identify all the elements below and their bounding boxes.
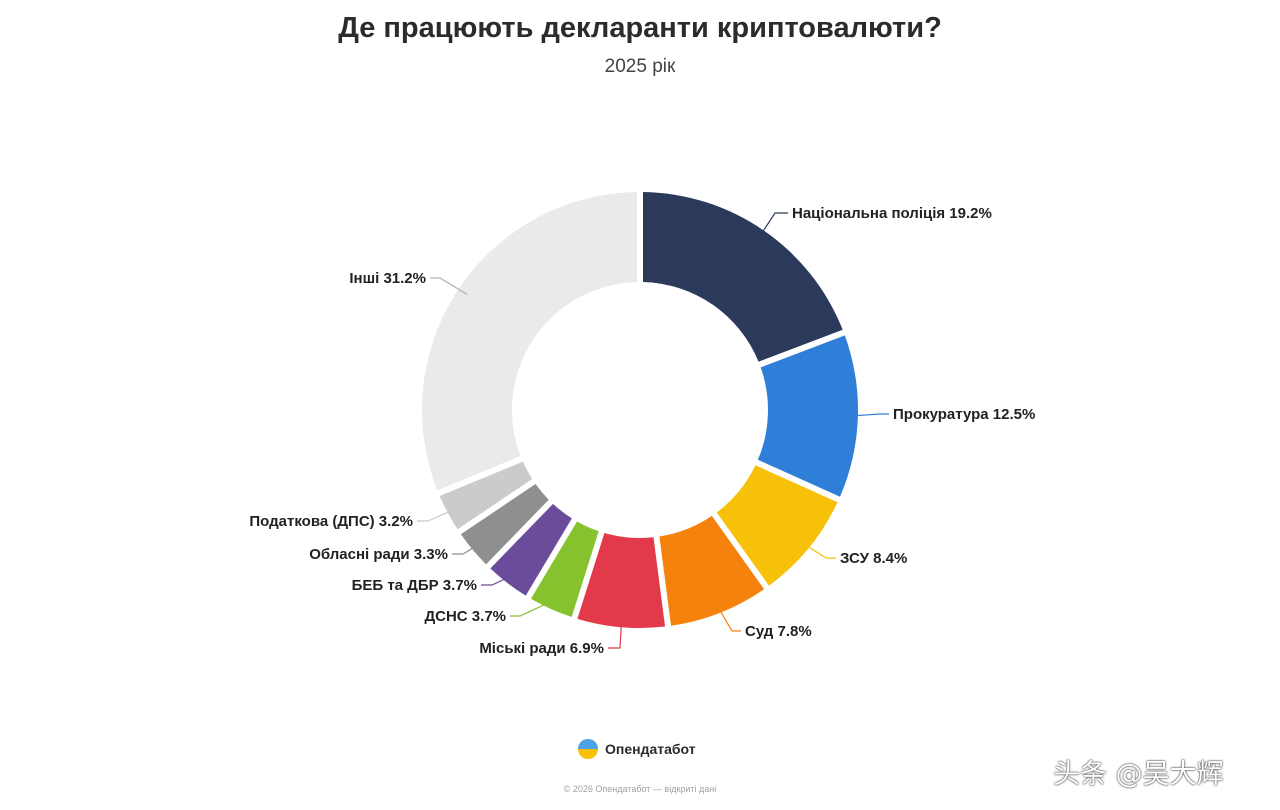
leader-податкова-дпс bbox=[417, 507, 457, 522]
label-зсу: ЗСУ 8.4% bbox=[840, 550, 907, 567]
chart-title: Де працюють декларанти криптовалюти? bbox=[338, 12, 942, 44]
label-податкова-дпс: Податкова (ДПС) 3.2% bbox=[249, 513, 413, 530]
label-міські-ради: Міські ради 6.9% bbox=[479, 640, 604, 657]
leader-міські-ради bbox=[608, 617, 623, 649]
slice-міські-ради bbox=[577, 532, 666, 628]
slice-дснс bbox=[530, 521, 599, 618]
slice-labels: Національна поліція 19.2% Прокуратура 12.… bbox=[249, 205, 1035, 657]
label-суд: Суд 7.8% bbox=[745, 623, 812, 640]
leader-зсу bbox=[800, 541, 836, 559]
chart-subtitle: 2025 рік bbox=[604, 56, 676, 77]
opendatabot-logo-icon bbox=[578, 739, 598, 759]
donut-slices bbox=[422, 192, 858, 628]
leader-національна-поліція bbox=[757, 212, 788, 240]
leader-інші bbox=[430, 277, 468, 295]
slice-податкова-дпс bbox=[439, 461, 533, 530]
label-дснс: ДСНС 3.7% bbox=[424, 608, 506, 625]
watermark: 头条 @吴大辉 bbox=[1053, 759, 1224, 790]
leader-дснс bbox=[510, 599, 556, 617]
label-прокуратура: Прокуратура 12.5% bbox=[893, 406, 1035, 423]
brand-name: Опендатабот bbox=[605, 741, 696, 757]
slice-прокуратура bbox=[757, 335, 858, 497]
slice-обласні-ради bbox=[460, 483, 549, 565]
label-leaders bbox=[417, 212, 889, 649]
leader-обласні-ради bbox=[452, 542, 481, 555]
slice-національна-поліція bbox=[642, 192, 843, 362]
slice-інші bbox=[422, 192, 638, 491]
leader-суд bbox=[715, 603, 741, 632]
slice-суд bbox=[659, 515, 765, 626]
leader-прокуратура bbox=[847, 413, 889, 417]
footer-note: © 2026 Опендатабот — відкриті дані bbox=[563, 784, 717, 794]
slice-зсу bbox=[716, 465, 838, 586]
leader-беб-та-дбр bbox=[481, 574, 514, 586]
brand-logo: Опендатабот bbox=[577, 738, 696, 760]
label-інші: Інші 31.2% bbox=[349, 270, 426, 287]
label-національна-поліція: Національна поліція 19.2% bbox=[792, 205, 992, 222]
label-обласні-ради: Обласні ради 3.3% bbox=[309, 546, 448, 563]
slice-беб-та-дбр bbox=[490, 503, 572, 596]
label-беб-та-дбр: БЕБ та ДБР 3.7% bbox=[352, 577, 477, 594]
